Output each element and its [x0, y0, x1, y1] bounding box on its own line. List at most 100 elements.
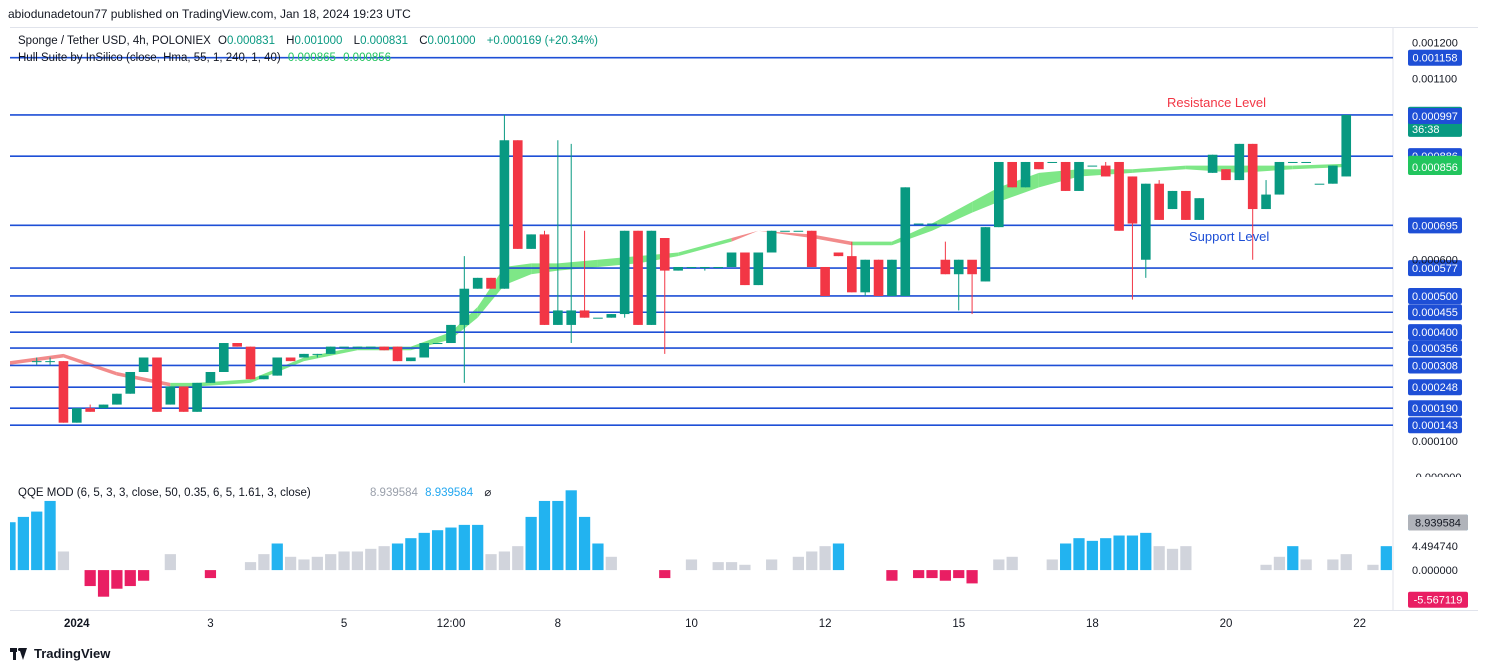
ohlc-change: +0.000169 (+20.34%) [486, 35, 598, 47]
level-price-label: 0.000190 [1412, 403, 1458, 415]
price-chart-pane[interactable]: 0.0011580.0010000.0008860.0006950.000577… [10, 27, 1478, 478]
hull-band-segment [638, 252, 679, 264]
candle-body [192, 382, 202, 412]
price-chart[interactable]: 0.0011580.0010000.0008860.0006950.000577… [10, 28, 1478, 477]
qqe-bar [1046, 559, 1058, 571]
hull-band-segment [678, 238, 732, 257]
qqe-bar [725, 562, 738, 571]
candle-body [31, 361, 42, 363]
qqe-bar [525, 516, 537, 571]
qqe-value-1: 8.939584 [369, 487, 418, 499]
qqe-bar [953, 570, 965, 579]
level-price-label: 0.000577 [1412, 263, 1458, 275]
qqe-bar [124, 570, 136, 587]
qqe-bar [1380, 546, 1392, 571]
qqe-bar [1287, 546, 1299, 571]
level-price-label: 0.000143 [1412, 420, 1458, 432]
hull-band-segment [477, 266, 505, 318]
candle-body [85, 408, 95, 412]
qqe-bar [284, 556, 297, 571]
level-price-label: 0.000455 [1412, 307, 1458, 319]
qqe-bar [966, 570, 978, 584]
candle-body [566, 310, 577, 325]
qqe-bar [311, 556, 323, 571]
level-price-badge [1408, 304, 1462, 321]
qqe-bar [111, 570, 123, 589]
candle-body [1341, 114, 1352, 177]
price-tick-label: 0.001200 [1412, 37, 1458, 49]
candle-body [1301, 161, 1311, 163]
qqe-bar [913, 570, 925, 579]
candle-body [178, 386, 189, 412]
candle-body [1314, 183, 1325, 185]
level-price-badge [1408, 287, 1462, 304]
candle-body [472, 277, 483, 289]
time-tick-label: 2024 [64, 618, 90, 630]
candle-body [1247, 143, 1258, 210]
qqe-bar [325, 554, 337, 571]
candle-body [646, 230, 657, 325]
candle-body [165, 386, 176, 405]
candle-body [1194, 198, 1205, 220]
hull-legend: Hull Suite by InSilico (close, Hma, 55, … [18, 52, 395, 64]
time-tick-label: 10 [685, 618, 698, 630]
candle-body [740, 252, 750, 286]
qqe-bar [592, 543, 604, 571]
level-price-label: 0.000695 [1412, 220, 1458, 232]
level-price-label: 0.000356 [1412, 343, 1458, 355]
qqe-bar [659, 570, 671, 579]
ohlc-close: C0.001000 [419, 35, 476, 47]
qqe-bar [351, 551, 364, 571]
candle-body [1020, 161, 1031, 188]
eye-slash-icon[interactable]: ⌀ [484, 487, 492, 499]
candle-body [539, 234, 550, 325]
time-tick-label: 20 [1220, 618, 1233, 630]
time-tick-label: 12 [819, 618, 832, 630]
time-tick-label: 15 [952, 618, 965, 630]
candle-body [873, 259, 884, 296]
candle-body [526, 234, 536, 249]
hull-band-segment [1292, 163, 1347, 170]
candle-body [486, 277, 496, 289]
qqe-bar [271, 543, 283, 571]
qqe-bar [538, 500, 551, 571]
hull-indicator-name[interactable]: Hull Suite by InSilico (close, Hma, 55, … [18, 52, 281, 64]
tradingview-footer[interactable]: TradingView [10, 646, 110, 661]
candle-body [553, 310, 563, 325]
qqe-bar [204, 570, 217, 579]
qqe-chart[interactable]: 8.939584 8.939584 4.494740 0.000000 -5.56711… [10, 477, 1478, 610]
qqe-indicator-name[interactable]: QQE MOD (6, 5, 3, 3, close, 50, 0.35, 6,… [18, 487, 311, 499]
published-header: abiodunadetoun77 published on TradingVie… [8, 7, 411, 21]
level-price-label: 0.000500 [1412, 291, 1458, 303]
time-tick-label: 22 [1353, 618, 1366, 630]
qqe-bar [552, 500, 564, 571]
hull-band-segment [597, 256, 639, 267]
time-axis[interactable]: 2024 3 5 12:00 8 10 12 15 18 20 22 [0, 610, 1488, 640]
candle-body [512, 140, 523, 249]
qqe-bar [685, 559, 698, 571]
qqe-value-2: 8.939584 [425, 487, 474, 499]
qqe-bar [739, 564, 751, 571]
qqe-bar [1260, 564, 1272, 571]
time-tick-label: 18 [1086, 618, 1099, 630]
level-price-label: 0.001158 [1412, 53, 1457, 65]
candle-body [58, 361, 69, 423]
candle-body [205, 371, 216, 383]
price-badge-label: 0.000997 [1412, 111, 1458, 123]
tradingview-brand: TradingView [34, 646, 111, 661]
hull-band-segment [170, 382, 198, 387]
qqe-bar [1166, 548, 1179, 571]
candle-body [245, 346, 256, 380]
candle-body [940, 259, 951, 275]
hull-band-segment [557, 259, 598, 271]
hull-band-segment [197, 379, 251, 387]
qqe-pane[interactable]: 8.939584 8.939584 4.494740 0.000000 -5.56711… [10, 477, 1478, 611]
qqe-bar [578, 516, 591, 571]
candle-body [673, 266, 683, 271]
candle-body [806, 230, 817, 267]
candle-body [72, 408, 82, 423]
hull-band-segment [731, 230, 759, 242]
symbol-name[interactable]: Sponge / Tether USD, 4h, POLONIEX [18, 35, 211, 47]
candle-body [913, 223, 924, 225]
hull-band-segment [891, 223, 932, 246]
